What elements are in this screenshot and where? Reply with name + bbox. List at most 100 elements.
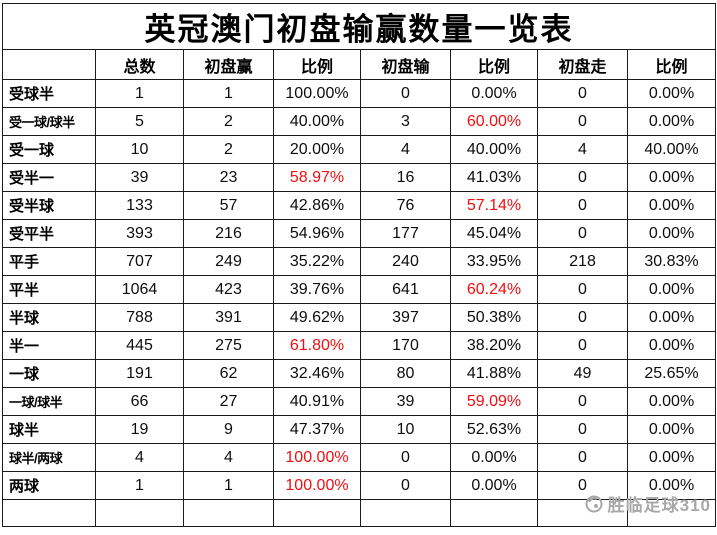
cell-value: 0 xyxy=(360,443,451,472)
row-label: 受半一 xyxy=(2,163,96,192)
table-row: 受一球 10 2 20.00% 4 40.00% 4 40.00% xyxy=(2,135,716,164)
cell-value: 0.00% xyxy=(627,79,716,108)
cell-value: 1 xyxy=(183,471,274,500)
cell-value: 0.00% xyxy=(627,471,716,500)
cell-value: 40.00% xyxy=(273,107,361,136)
cell-value: 57 xyxy=(183,191,274,220)
cell-value: 0.00% xyxy=(627,443,716,472)
cell-value: 0.00% xyxy=(450,443,538,472)
cell-value: 0 xyxy=(537,219,628,248)
table-row: 受半球 133 57 42.86% 76 57.14% 0 0.00% xyxy=(2,191,716,220)
title-row: 英冠澳门初盘输赢数量一览表 xyxy=(2,3,716,50)
table-row: 半一 445 275 61.80% 170 38.20% 0 0.00% xyxy=(2,331,716,360)
cell-value: 0 xyxy=(537,163,628,192)
cell-value: 80 xyxy=(360,359,451,388)
cell-value: 397 xyxy=(360,303,451,332)
empty-cell xyxy=(360,499,451,527)
cell-value: 61.80% xyxy=(273,331,361,360)
cell-value: 42.86% xyxy=(273,191,361,220)
cell-value: 76 xyxy=(360,191,451,220)
cell-value: 40.00% xyxy=(450,135,538,164)
table-row: 受半一 39 23 58.97% 16 41.03% 0 0.00% xyxy=(2,163,716,192)
table-row: 平手 707 249 35.22% 240 33.95% 218 30.83% xyxy=(2,247,716,276)
cell-value: 4 xyxy=(537,135,628,164)
cell-value: 57.14% xyxy=(450,191,538,220)
cell-value: 1 xyxy=(183,79,274,108)
cell-value: 27 xyxy=(183,387,274,416)
cell-value: 0.00% xyxy=(627,163,716,192)
column-header: 总数 xyxy=(95,49,184,80)
cell-value: 45.04% xyxy=(450,219,538,248)
cell-value: 25.65% xyxy=(627,359,716,388)
cell-value: 39.76% xyxy=(273,275,361,304)
cell-value: 41.88% xyxy=(450,359,538,388)
cell-value: 60.00% xyxy=(450,107,538,136)
column-header: 初盘输 xyxy=(360,49,451,80)
table-row: 球半/两球 4 4 100.00% 0 0.00% 0 0.00% xyxy=(2,443,716,472)
row-label: 受球半 xyxy=(2,79,96,108)
cell-value: 707 xyxy=(95,247,184,276)
table-row: 一球 191 62 32.46% 80 41.88% 49 25.65% xyxy=(2,359,716,388)
cell-value: 5 xyxy=(95,107,184,136)
cell-value: 191 xyxy=(95,359,184,388)
cell-value: 0.00% xyxy=(627,303,716,332)
row-label: 一球/球半 xyxy=(2,387,96,416)
table-body: 受球半 1 1 100.00% 0 0.00% 0 0.00% 受一球/球半 5 2 40.00% 3 6… xyxy=(2,79,716,527)
cell-value: 2 xyxy=(183,135,274,164)
cell-value: 100.00% xyxy=(273,443,361,472)
cell-value: 0.00% xyxy=(627,415,716,444)
cell-value: 52.63% xyxy=(450,415,538,444)
cell-value: 2 xyxy=(183,107,274,136)
row-label: 两球 xyxy=(2,471,96,500)
cell-value: 0 xyxy=(537,443,628,472)
empty-row xyxy=(2,499,716,527)
empty-cell xyxy=(183,499,274,527)
cell-value: 33.95% xyxy=(450,247,538,276)
cell-value: 0 xyxy=(537,303,628,332)
cell-value: 54.96% xyxy=(273,219,361,248)
cell-value: 0 xyxy=(537,415,628,444)
table-row: 半球 788 391 49.62% 397 50.38% 0 0.00% xyxy=(2,303,716,332)
cell-value: 10 xyxy=(360,415,451,444)
cell-value: 1 xyxy=(95,79,184,108)
cell-value: 0 xyxy=(537,387,628,416)
cell-value: 788 xyxy=(95,303,184,332)
cell-value: 0.00% xyxy=(450,79,538,108)
cell-value: 40.00% xyxy=(627,135,716,164)
cell-value: 59.09% xyxy=(450,387,538,416)
column-header: 初盘赢 xyxy=(183,49,274,80)
table-row: 受平半 393 216 54.96% 177 45.04% 0 0.00% xyxy=(2,219,716,248)
table-row: 受球半 1 1 100.00% 0 0.00% 0 0.00% xyxy=(2,79,716,108)
row-label: 受一球/球半 xyxy=(2,107,96,136)
cell-value: 641 xyxy=(360,275,451,304)
cell-value: 0.00% xyxy=(627,387,716,416)
odds-stats-table: 英冠澳门初盘输赢数量一览表 总数 初盘赢 比例 初盘输 比例 初盘走 比例 受球半 1 1 100… xyxy=(2,3,716,527)
cell-value: 0 xyxy=(360,79,451,108)
cell-value: 0 xyxy=(360,471,451,500)
cell-value: 445 xyxy=(95,331,184,360)
cell-value: 423 xyxy=(183,275,274,304)
cell-value: 0 xyxy=(537,79,628,108)
column-header: 比例 xyxy=(627,49,716,80)
table-row: 两球 1 1 100.00% 0 0.00% 0 0.00% xyxy=(2,471,716,500)
cell-value: 60.24% xyxy=(450,275,538,304)
cell-value: 0.00% xyxy=(627,331,716,360)
cell-value: 218 xyxy=(537,247,628,276)
cell-value: 30.83% xyxy=(627,247,716,276)
row-label: 受半球 xyxy=(2,191,96,220)
table-row: 球半 19 9 47.37% 10 52.63% 0 0.00% xyxy=(2,415,716,444)
cell-value: 19 xyxy=(95,415,184,444)
cell-value: 0.00% xyxy=(627,275,716,304)
row-label: 半一 xyxy=(2,331,96,360)
cell-value: 66 xyxy=(95,387,184,416)
cell-value: 1064 xyxy=(95,275,184,304)
row-label: 一球 xyxy=(2,359,96,388)
cell-value: 0.00% xyxy=(627,219,716,248)
cell-value: 100.00% xyxy=(273,79,361,108)
cell-value: 50.38% xyxy=(450,303,538,332)
empty-cell xyxy=(537,499,628,527)
cell-value: 1 xyxy=(95,471,184,500)
cell-value: 0 xyxy=(537,275,628,304)
cell-value: 9 xyxy=(183,415,274,444)
